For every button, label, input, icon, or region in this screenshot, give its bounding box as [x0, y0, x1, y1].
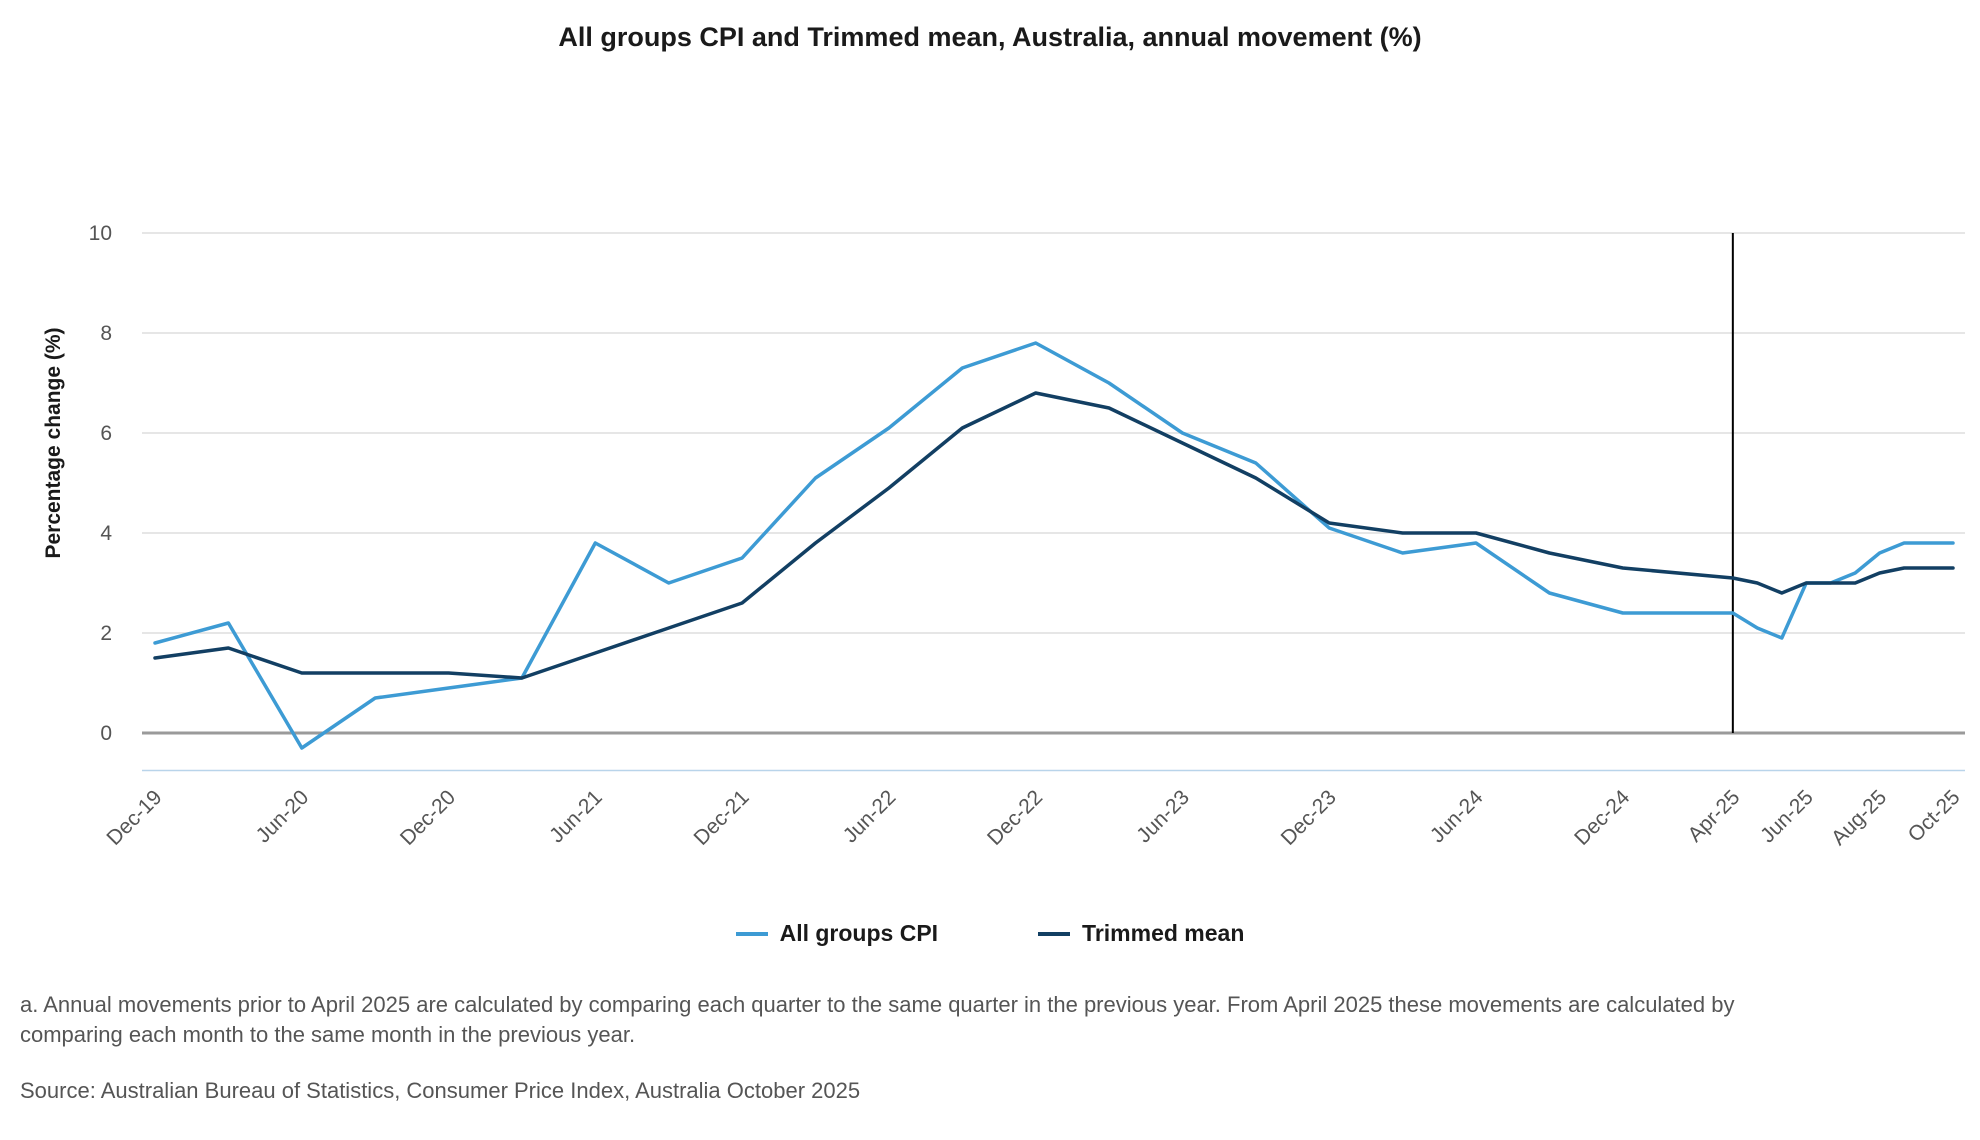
x-tick-label: Jun-23 [1132, 786, 1194, 848]
legend-swatch-trimmed-mean [1038, 931, 1071, 936]
chart-title: All groups CPI and Trimmed mean, Austral… [558, 22, 1422, 52]
y-tick-label: 10 [89, 222, 112, 245]
y-axis-title: Percentage change (%) [42, 327, 65, 558]
x-tick-label: Jun-25 [1756, 786, 1818, 848]
x-tick-label: Jun-20 [252, 786, 314, 848]
y-tick-label: 6 [100, 422, 112, 445]
y-tick-label: 2 [100, 622, 112, 645]
legend-swatch-cpi [735, 931, 768, 936]
x-tick-label: Aug-25 [1827, 786, 1891, 850]
x-tick-label: Dec-23 [1277, 786, 1341, 850]
x-tick-label: Apr-25 [1684, 786, 1745, 847]
x-tick-label: Dec-24 [1570, 786, 1634, 850]
legend-item-trimmed-mean[interactable]: Trimmed mean [1038, 920, 1244, 947]
y-tick-label: 0 [100, 722, 112, 745]
y-tick-label: 8 [100, 322, 112, 345]
x-tick-label: Oct-25 [1904, 786, 1965, 847]
series-line-trimmed-mean[interactable] [153, 391, 1955, 680]
x-tick-label: Dec-20 [396, 786, 460, 850]
chart-legend: All groups CPI Trimmed mean [0, 920, 1980, 947]
legend-label-trimmed-mean: Trimmed mean [1082, 920, 1245, 946]
series-line-all-groups-cpi[interactable] [153, 341, 1955, 750]
line-chart: 0 2 4 6 8 10 Percentage change (%) Dec-19 Jun-20… [42, 222, 1965, 850]
x-tick-label: Jun-22 [839, 786, 901, 848]
chart-footnote: a. Annual movements prior to April 2025 … [20, 992, 1735, 1047]
x-tick-label: Jun-24 [1426, 786, 1488, 848]
x-tick-label: Dec-22 [983, 786, 1047, 850]
x-tick-label: Jun-21 [545, 786, 607, 848]
chart-source: Source: Australian Bureau of Statistics,… [20, 1078, 861, 1103]
legend-item-cpi[interactable]: All groups CPI [735, 920, 939, 947]
x-tick-label: Dec-21 [690, 786, 754, 850]
y-tick-label: 4 [100, 522, 112, 545]
legend-label-cpi: All groups CPI [779, 920, 939, 946]
x-tick-label: Dec-19 [102, 786, 166, 850]
